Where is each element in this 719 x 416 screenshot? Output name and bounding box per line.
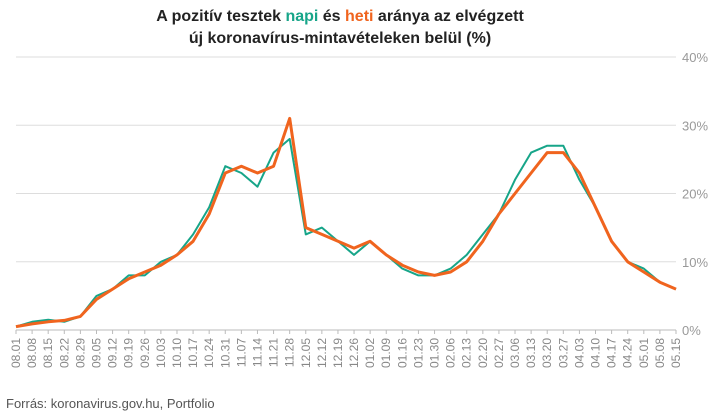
title-line-2: új koronavírus-mintavételeken belül (%)	[188, 30, 492, 47]
x-tick-label: 11.14	[250, 338, 264, 367]
y-tick-label: 0%	[682, 323, 701, 338]
x-tick-label: 02.27	[492, 338, 506, 368]
chart-title: A pozitív tesztek napi és heti aránya az…	[0, 6, 680, 50]
title-heti: heti	[345, 8, 374, 25]
x-tick-label: 10.24	[202, 338, 216, 368]
series-line-napi	[15, 137, 677, 328]
x-tick-label: 09.12	[106, 338, 120, 368]
x-tick-label: 05.15	[669, 338, 683, 368]
x-tick-label: 02.20	[476, 338, 490, 368]
title-part-1: A pozitív tesztek	[156, 8, 286, 25]
x-tick-label: 10.03	[154, 338, 168, 368]
x-tick-label: 03.20	[540, 338, 554, 368]
x-tick-label: 12.12	[315, 338, 329, 368]
y-tick-label: 30%	[682, 118, 708, 133]
x-tick-label: 01.16	[395, 338, 409, 368]
x-tick-label: 08.08	[25, 338, 39, 368]
x-tick-label: 05.08	[653, 338, 667, 368]
x-tick-label: 04.24	[621, 338, 635, 368]
y-tick-label: 40%	[682, 50, 708, 65]
series-line-heti	[15, 116, 677, 329]
x-tick-label: 03.13	[524, 338, 538, 368]
x-tick-label: 03.27	[556, 338, 570, 368]
title-part-3: aránya az elvégzett	[373, 8, 524, 25]
x-tick-label: 10.17	[186, 338, 200, 368]
x-tick-label: 09.05	[89, 338, 103, 368]
x-tick-label: 01.02	[363, 338, 377, 368]
x-tick-label: 08.15	[41, 338, 55, 368]
x-tick-label: 01.09	[379, 338, 393, 368]
x-tick-label: 12.05	[299, 338, 313, 368]
x-tick-label: 03.06	[508, 338, 522, 368]
source-note: Forrás: koronavirus.gov.hu, Portfolio	[6, 396, 215, 411]
x-tick-label: 10.31	[218, 338, 232, 368]
title-napi: napi	[285, 8, 319, 25]
x-tick-label: 01.30	[428, 338, 442, 368]
x-tick-label: 11.28	[283, 338, 297, 367]
x-tick-label: 12.19	[331, 338, 345, 368]
x-tick-label: 11.07	[234, 338, 248, 367]
title-part-2: és	[318, 8, 346, 25]
x-tick-label: 05.01	[637, 338, 651, 368]
x-tick-label: 11.21	[267, 338, 281, 367]
x-tick-label: 02.13	[460, 338, 474, 368]
x-tick-label: 02.06	[444, 338, 458, 368]
x-tick-label: 08.01	[9, 338, 23, 368]
y-tick-label: 10%	[682, 255, 708, 270]
y-tick-label: 20%	[682, 187, 708, 202]
x-tick-label: 12.26	[347, 338, 361, 368]
x-tick-label: 09.19	[122, 338, 136, 368]
x-tick-label: 08.22	[57, 338, 71, 368]
x-tick-label: 10.10	[170, 338, 184, 368]
x-tick-label: 01.23	[411, 338, 425, 368]
x-tick-label: 04.03	[572, 338, 586, 368]
x-tick-label: 09.26	[138, 338, 152, 368]
x-tick-label: 04.10	[589, 338, 603, 368]
x-tick-label: 08.29	[73, 338, 87, 368]
x-tick-label: 04.17	[605, 338, 619, 368]
